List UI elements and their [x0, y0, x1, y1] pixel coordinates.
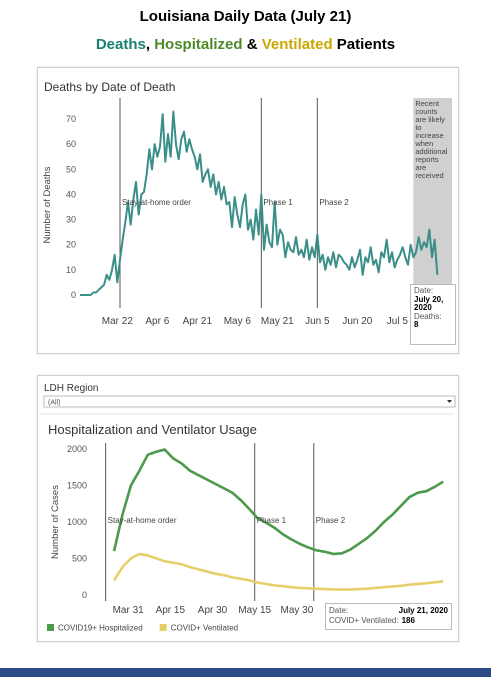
deaths-panel — [37, 67, 459, 354]
x-tick-label: Apr 21 — [183, 316, 213, 327]
event-label: Phase 1 — [263, 198, 293, 207]
data-line — [80, 110, 439, 296]
tooltip: Date: July 20, 2020 Deaths: 8 — [410, 284, 456, 345]
subtitle-part: Patients — [332, 36, 396, 53]
subtitle-part: , — [145, 36, 155, 53]
subtitle-part: & — [242, 36, 262, 53]
chart-title: Hospitalization and Ventilator Usage — [48, 422, 257, 437]
x-tick-label: May 21 — [261, 316, 294, 327]
x-tick-label: Mar 31 — [113, 605, 145, 616]
event-label: Phase 2 — [316, 516, 346, 525]
x-tick-label: Jun 5 — [305, 316, 330, 327]
y-tick-label: 2000 — [67, 444, 87, 454]
y-tick-label: 0 — [71, 290, 76, 300]
filter-value[interactable]: (All) — [48, 400, 60, 407]
legend-label: COVID19+ Hospitalized — [58, 624, 143, 633]
tooltip-date: July 20, 2020 — [414, 294, 444, 312]
x-tick-label: Jun 20 — [342, 316, 372, 327]
shade-note: Recent counts are likely to increase whe… — [415, 99, 448, 180]
y-tick-label: 1000 — [67, 517, 87, 527]
tooltip-row: COVID+ Ventilated: 186 — [329, 616, 448, 626]
shaded-region — [413, 98, 452, 299]
page-title: Louisiana Daily Data (July 21) — [139, 8, 352, 25]
y-tick-label: 50 — [66, 164, 76, 174]
y-tick-label: 20 — [66, 240, 76, 250]
tooltip-date: July 21, 2020 — [398, 606, 448, 615]
y-tick-label: 500 — [72, 553, 87, 563]
tooltip-value: 186 — [401, 616, 415, 625]
y-tick-label: 10 — [66, 265, 76, 275]
x-tick-label: May 30 — [281, 605, 314, 616]
y-tick-label: 0 — [82, 590, 87, 600]
tooltip-value-label: COVID+ Ventilated: — [329, 616, 399, 625]
y-tick-label: 60 — [66, 139, 76, 149]
footer-bar — [0, 668, 491, 677]
subtitle-part: Hospitalized — [154, 36, 243, 53]
x-tick-label: Apr 6 — [145, 316, 169, 327]
tooltip: Date: July 21, 2020 COVID+ Ventilated: 186 — [325, 603, 452, 630]
x-tick-label: Apr 15 — [156, 605, 186, 616]
legend-swatch — [47, 624, 54, 631]
y-tick-label: 1500 — [67, 480, 87, 490]
y-axis-title: Number of Deaths — [42, 166, 53, 243]
tooltip-row: Date: July 21, 2020 — [329, 606, 448, 616]
x-tick-label: Mar 22 — [102, 316, 134, 327]
y-tick-label: 40 — [66, 189, 76, 199]
y-tick-label: 30 — [66, 215, 76, 225]
data-line — [112, 552, 444, 591]
data-line — [112, 448, 444, 556]
dropdown-arrow[interactable] — [447, 400, 452, 403]
tooltip-date-label: Date: — [414, 286, 434, 295]
x-tick-label: Jul 5 — [387, 316, 409, 327]
tooltip-value: 8 — [414, 320, 419, 329]
y-tick-label: 70 — [66, 114, 76, 124]
legend-swatch — [159, 624, 167, 631]
subtitle-part: Ventilated — [261, 36, 333, 53]
legend-label: COVID+ Ventilated — [171, 624, 238, 633]
chart-title: Deaths by Date of Death — [44, 80, 175, 94]
filter-dropdown[interactable] — [43, 395, 456, 408]
page-subtitle: Deaths, Hospitalized & Ventilated Patien… — [0, 36, 491, 53]
event-label: Phase 2 — [319, 198, 349, 207]
event-label: Phase 1 — [257, 516, 287, 525]
x-tick-label: May 6 — [224, 316, 252, 327]
filter-label: LDH Region — [44, 383, 98, 394]
tooltip-date-label: Date: — [329, 606, 349, 615]
subtitle-part: Deaths — [95, 36, 146, 53]
tooltip-value-label: Deaths: — [414, 311, 442, 321]
event-label: Stay-at-home order — [122, 198, 191, 207]
x-tick-label: May 15 — [238, 605, 271, 616]
event-label: Stay-at-home order — [108, 516, 177, 525]
x-tick-label: Apr 30 — [198, 605, 228, 616]
y-axis-title: Number of Cases — [50, 485, 61, 559]
